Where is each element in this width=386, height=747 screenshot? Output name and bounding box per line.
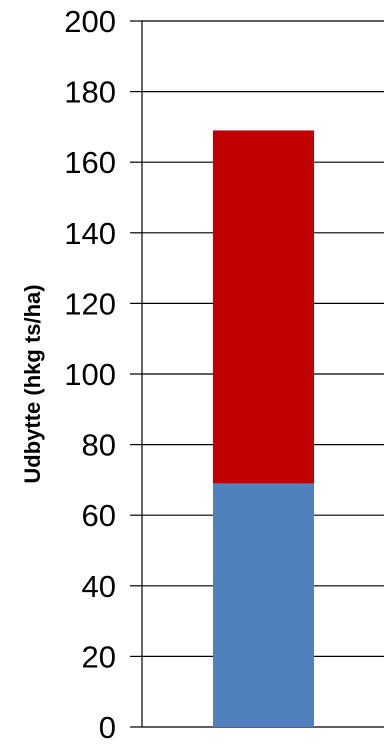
y-tick-labels: 0 20 40 60 80 100 120 140 160 180 200 [64,4,116,745]
bar-segment-2 [213,130,314,484]
y-tick-label-120: 120 [64,286,116,321]
bars [213,130,314,727]
y-tick-label-60: 60 [82,498,116,533]
y-tick-label-160: 160 [64,145,116,180]
y-tick-label-40: 40 [82,569,116,604]
y-tick-label-20: 20 [82,639,116,674]
y-tick-label-180: 180 [64,75,116,110]
y-tick-label-100: 100 [64,357,116,392]
y-axis [130,20,143,728]
y-tick-label-80: 80 [82,428,116,463]
y-axis-label: Udbytte (hkg ts/ha) [20,284,45,483]
y-tick-label-0: 0 [99,710,116,742]
y-tick-label-200: 200 [64,4,116,39]
bar-segment-1 [213,483,314,727]
y-tick-label-140: 140 [64,216,116,251]
